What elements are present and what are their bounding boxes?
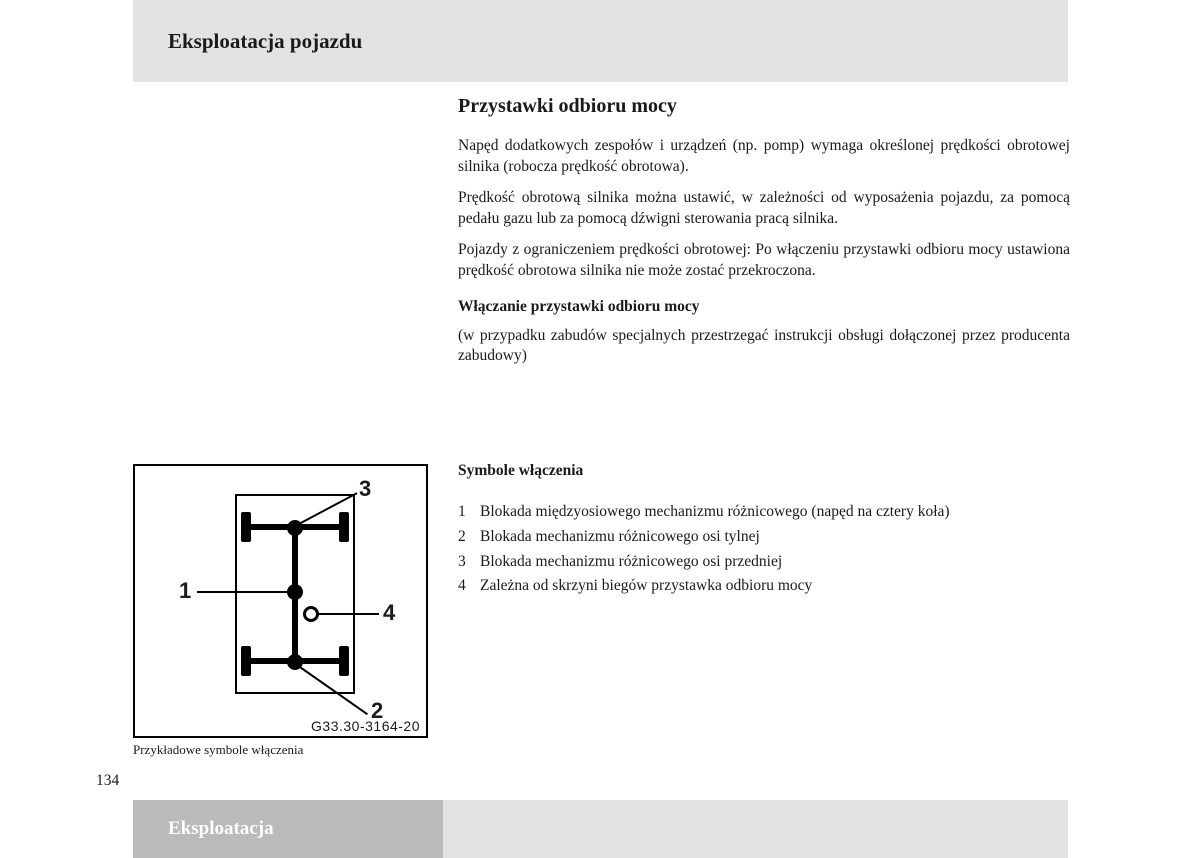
paragraph: Napęd dodatkowych zespołów i urządzeń (n… — [458, 136, 1070, 178]
paragraph: Pojazdy z ograniczeniem prędkości obroto… — [458, 240, 1070, 282]
legend-text: Blokada mechanizmu różnicowego osi przed… — [480, 550, 1070, 575]
paragraph: Prędkość obrotową silnika można ustawić,… — [458, 188, 1070, 230]
front-wheel-left — [241, 512, 251, 542]
legend-text: Blokada międzyosiowego mechanizmu różnic… — [480, 500, 1070, 525]
diagram: 3 1 4 2 G33.30-3164-20 — [133, 464, 428, 738]
legend-item: 1 Blokada międzyosiowego mechanizmu różn… — [458, 500, 1070, 525]
diagram-label-1: 1 — [179, 578, 191, 604]
diagram-label-4: 4 — [383, 600, 395, 626]
legend-number: 2 — [458, 525, 480, 550]
note-paragraph: (w przypadku zabudów specjalnych przestr… — [458, 326, 1070, 368]
center-diff — [287, 584, 303, 600]
rear-wheel-left — [241, 646, 251, 676]
figure: 3 1 4 2 G33.30-3164-20 Przykładowe symbo… — [133, 464, 428, 758]
legend-item: 4 Zależna od skrzyni biegów przystawka o… — [458, 574, 1070, 599]
legend-item: 2 Blokada mechanizmu różnicowego osi tyl… — [458, 525, 1070, 550]
section-heading: Przystawki odbioru mocy — [458, 95, 1070, 118]
footer-spacer — [443, 800, 1068, 858]
sub-heading: Włączanie przystawki odbioru mocy — [458, 298, 1070, 316]
header-bar: Eksploatacja pojazdu — [133, 0, 1068, 82]
header-title: Eksploatacja pojazdu — [168, 29, 362, 54]
legend-item: 3 Blokada mechanizmu różnicowego osi prz… — [458, 550, 1070, 575]
diagram-code: G33.30-3164-20 — [311, 718, 420, 734]
rear-wheel-right — [339, 646, 349, 676]
diagram-label-3: 3 — [359, 476, 371, 502]
footer-tab: Eksploatacja — [133, 800, 443, 858]
page-number: 134 — [96, 772, 119, 790]
footer-bar: Eksploatacja — [133, 800, 1068, 858]
symbols-title: Symbole włączenia — [458, 462, 1070, 480]
footer-label: Eksploatacja — [168, 818, 274, 840]
legend-text: Zależna od skrzyni biegów przystawka odb… — [480, 574, 1070, 599]
front-wheel-right — [339, 512, 349, 542]
leader-1 — [197, 591, 289, 593]
figure-caption: Przykładowe symbole włączenia — [133, 742, 428, 758]
leader-4 — [319, 613, 379, 615]
legend-number: 1 — [458, 500, 480, 525]
legend-text: Blokada mechanizmu różnicowego osi tylne… — [480, 525, 1070, 550]
legend-number: 3 — [458, 550, 480, 575]
symbols-block: Symbole włączenia 1 Blokada międzyosiowe… — [458, 462, 1070, 599]
main-content: Przystawki odbioru mocy Napęd dodatkowyc… — [458, 95, 1070, 377]
legend-number: 4 — [458, 574, 480, 599]
pto-ring — [303, 606, 319, 622]
